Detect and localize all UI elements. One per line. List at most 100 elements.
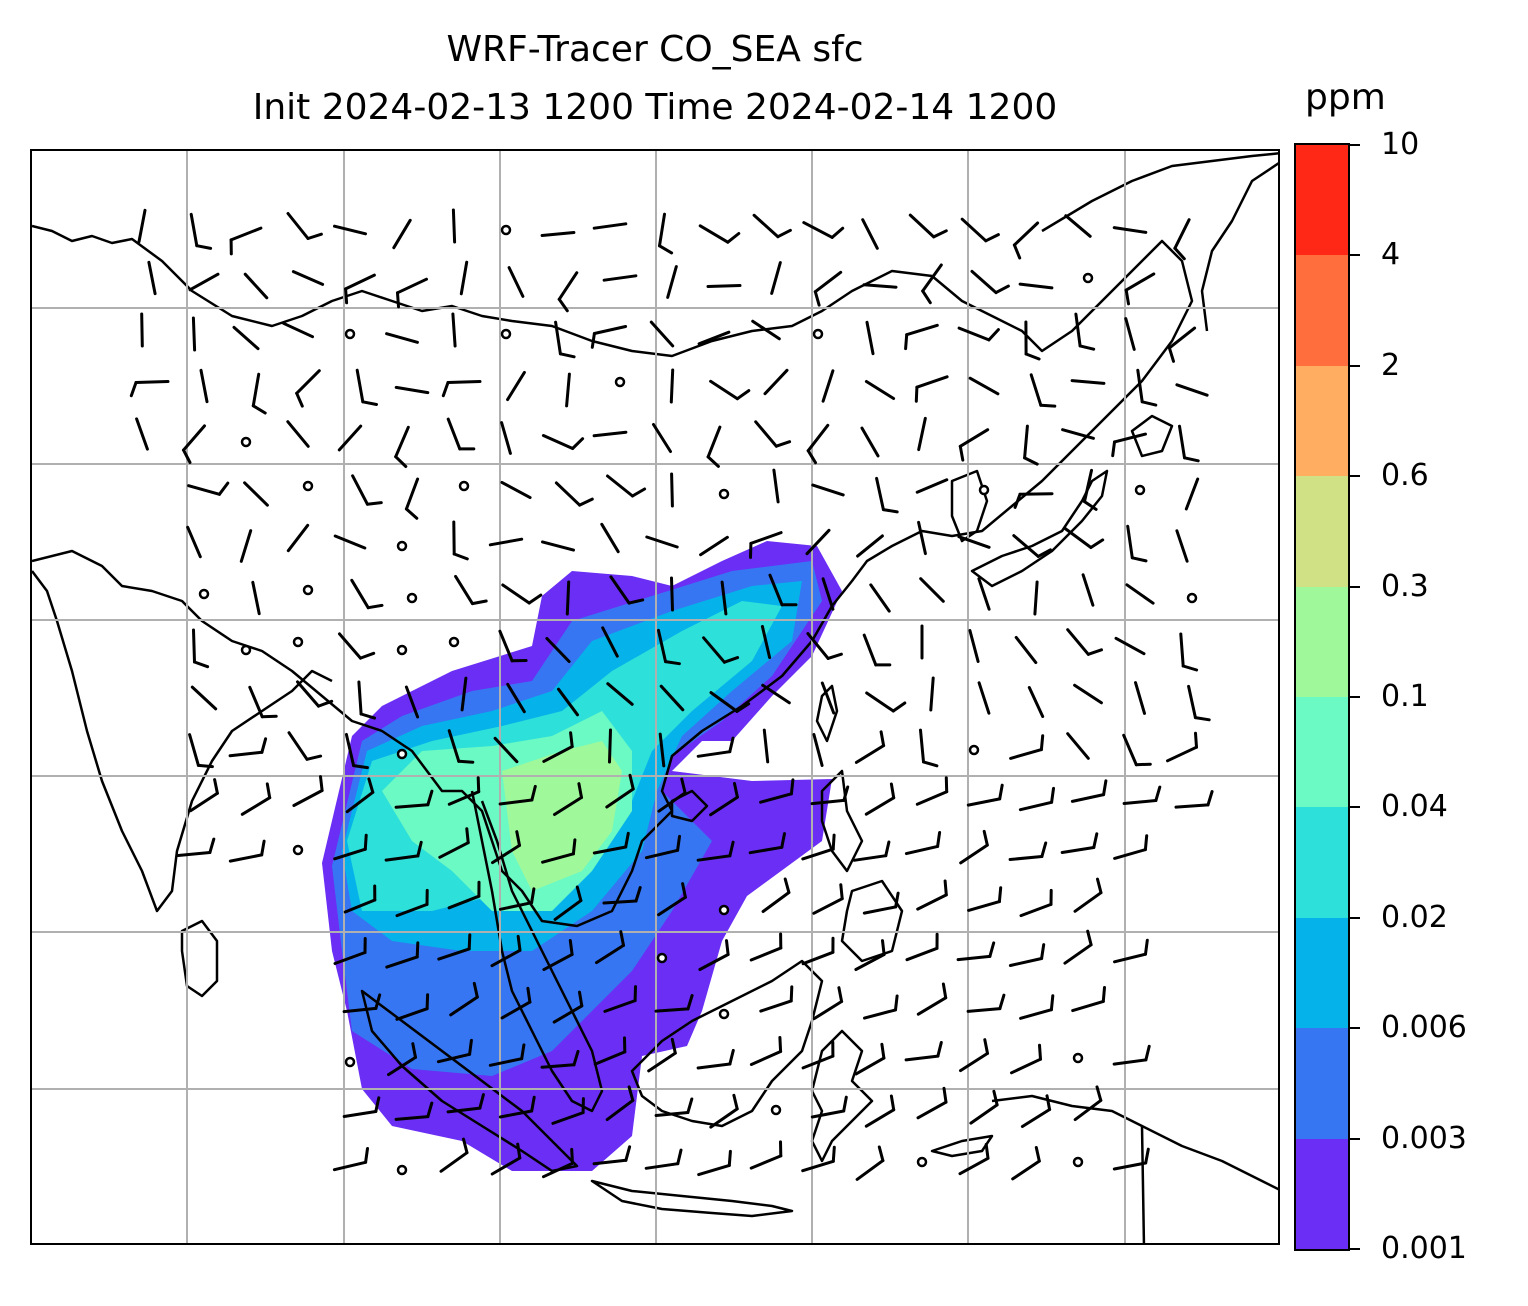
coast-kamchatka	[1200, 162, 1278, 332]
wind-barb	[609, 575, 631, 605]
wind-barb-flag	[1086, 648, 1103, 656]
wind-barb-flag	[1049, 994, 1055, 1012]
wind-barb	[1008, 957, 1044, 967]
colorbar-tick	[1350, 806, 1360, 809]
coast-philippines-luzon	[820, 769, 864, 873]
coast-java	[590, 1179, 794, 1218]
wind-barb	[1112, 1058, 1148, 1066]
wind-barb	[491, 843, 521, 865]
wind-barb-flag	[416, 840, 423, 858]
colorbar-tick-label: 0.1	[1381, 679, 1429, 714]
wind-barb-flag	[1013, 492, 1022, 509]
wind-barb-flag	[182, 448, 192, 464]
wind-barb	[1011, 1159, 1041, 1181]
wind-barb	[446, 380, 482, 384]
wind-barb-flag	[941, 982, 948, 1000]
wind-barb	[447, 790, 481, 806]
wind-barb	[500, 421, 512, 455]
wind-barb	[565, 372, 571, 408]
colorbar-tick	[1350, 254, 1360, 257]
wind-barb-flag	[1183, 456, 1200, 463]
wind-barb	[387, 1055, 417, 1077]
wind-barb	[296, 680, 320, 708]
colorbar-tick	[1350, 916, 1360, 919]
wind-barb-flag	[213, 778, 219, 795]
wind-barb-flag	[468, 1038, 473, 1056]
colorbar-tick	[1350, 1137, 1360, 1140]
wind-barb	[968, 629, 980, 663]
wind-barb	[188, 733, 200, 767]
calm-marker	[614, 376, 626, 388]
wind-barb-flag	[1092, 832, 1099, 849]
wind-barb	[394, 385, 430, 395]
wind-barb-flag	[1083, 500, 1098, 511]
wind-barb-flag	[404, 507, 419, 520]
wind-barb	[801, 1054, 835, 1070]
wind-barb	[229, 226, 263, 242]
calm-marker	[1072, 1156, 1084, 1168]
wind-barb	[659, 684, 685, 712]
wind-barb-flag	[774, 440, 792, 448]
wind-barb	[282, 321, 314, 339]
wind-barb	[357, 680, 363, 716]
wind-barb-flag	[374, 1096, 381, 1113]
wind-barb	[958, 428, 990, 448]
wind-barb-flag	[992, 1089, 999, 1107]
wind-barb	[1071, 999, 1105, 1013]
wind-barb	[332, 1160, 368, 1172]
wind-barb	[749, 531, 783, 545]
wind-barb	[182, 424, 206, 452]
wind-barb	[929, 676, 935, 712]
wind-barb-flag	[1102, 779, 1108, 797]
wind-barb	[1113, 848, 1147, 860]
wind-barb	[1073, 891, 1103, 913]
wind-barb	[698, 224, 730, 244]
wind-barb-flag	[1143, 834, 1149, 852]
wind-barb	[460, 676, 468, 712]
wind-barb-flag	[813, 290, 821, 307]
coast-korea	[950, 469, 989, 543]
wind-barb	[395, 1007, 429, 1021]
wind-barb	[1174, 803, 1210, 809]
wind-barb	[917, 416, 927, 452]
calm-marker	[448, 636, 460, 648]
wind-barb	[709, 795, 739, 817]
wind-barb-flag	[359, 651, 376, 660]
calm-marker	[344, 1056, 356, 1068]
wind-barb-flag	[1023, 456, 1039, 466]
colorbar-tick-label: 0.001	[1381, 1231, 1467, 1266]
wind-barb	[1175, 383, 1209, 397]
wind-barb-flag	[728, 736, 735, 754]
wind-barb	[875, 476, 885, 512]
calm-marker	[1072, 1052, 1084, 1064]
wind-barb	[1012, 534, 1040, 558]
wind-barb	[960, 217, 988, 243]
calm-marker	[396, 644, 408, 656]
wind-barb-flag	[722, 656, 740, 664]
wind-barb	[812, 1000, 844, 1020]
wind-barb	[1125, 583, 1155, 605]
coast-india	[32, 570, 333, 913]
wind-barb-flag	[619, 930, 625, 947]
wind-barb-flag	[936, 831, 942, 848]
wind-barb	[749, 1050, 783, 1066]
wind-barb	[333, 847, 367, 861]
wind-barb-flag	[411, 1042, 417, 1059]
wind-barb	[768, 573, 784, 607]
colorbar-segment	[1296, 255, 1348, 366]
wind-barb	[957, 535, 991, 549]
wind-barb	[652, 423, 672, 453]
calm-marker	[458, 480, 470, 492]
wind-barb	[1012, 221, 1040, 247]
wind-barb	[602, 274, 638, 282]
colorbar-tick	[1350, 1248, 1360, 1250]
colorbar-tick-label: 10	[1381, 127, 1420, 162]
wind-barb-flag	[997, 886, 1003, 904]
wind-barb	[754, 420, 778, 448]
wind-barb-flag	[558, 352, 576, 359]
wind-barb	[344, 732, 356, 768]
wind-barb	[251, 372, 261, 408]
wind-barb-flag	[778, 1036, 783, 1053]
wind-barb	[490, 1156, 522, 1176]
colorbar-tick-label: 0.006	[1381, 1010, 1467, 1046]
